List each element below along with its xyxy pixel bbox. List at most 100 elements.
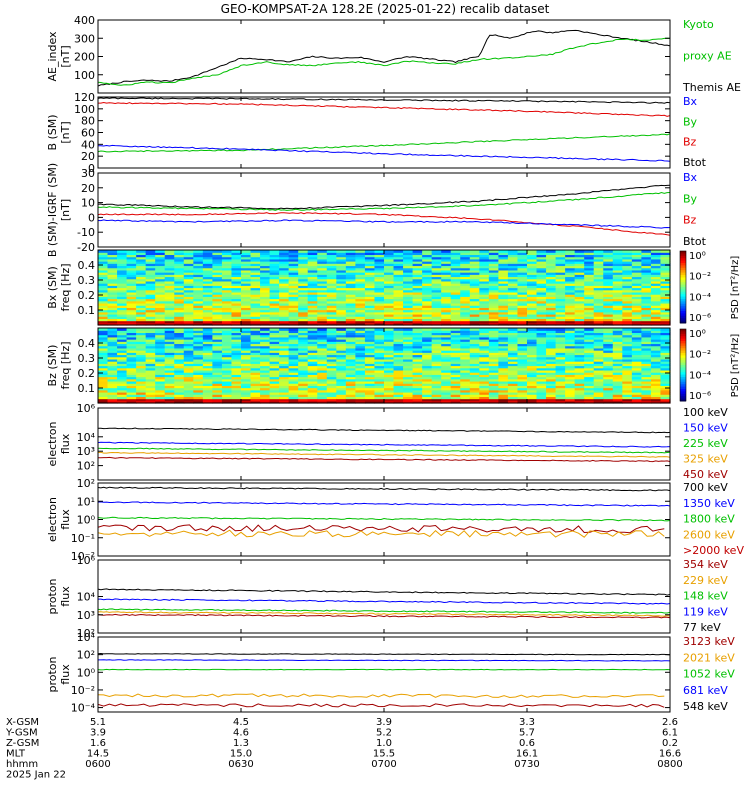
spectrogram-cell bbox=[117, 385, 128, 389]
spectrogram-cell bbox=[384, 263, 395, 267]
spectrogram-cell bbox=[393, 367, 404, 371]
spectrogram-cell bbox=[450, 372, 461, 375]
spectrogram-cell bbox=[641, 394, 652, 397]
spectrogram-cell bbox=[374, 365, 385, 369]
spectrogram-cell bbox=[488, 389, 499, 393]
spectrogram-cell bbox=[117, 267, 128, 271]
spectrogram-cell bbox=[288, 330, 299, 334]
spectrogram-cell bbox=[565, 283, 576, 286]
spectrogram-cell bbox=[288, 361, 299, 364]
spectrogram-cell bbox=[612, 261, 623, 264]
spectrogram-cell bbox=[450, 389, 461, 393]
spectrogram-cell bbox=[317, 343, 328, 347]
spectrogram-cell bbox=[612, 263, 623, 267]
spectrogram-cell bbox=[288, 380, 299, 384]
spectrogram-cell bbox=[612, 367, 623, 371]
spectrogram-cell bbox=[260, 389, 271, 393]
spectrogram-cell bbox=[269, 287, 280, 291]
spectrogram-cell bbox=[288, 347, 299, 351]
spectrogram-cell bbox=[164, 396, 175, 400]
spectrogram-cell bbox=[593, 300, 604, 304]
spectrogram-cell bbox=[231, 391, 242, 395]
spectrogram-cell bbox=[250, 265, 261, 269]
spectrogram-cell bbox=[221, 372, 233, 375]
spectrogram-cell bbox=[565, 318, 576, 322]
spectrogram-cell bbox=[527, 380, 538, 384]
spectrogram-cell bbox=[364, 316, 376, 319]
spectrogram-cell bbox=[536, 396, 547, 400]
spectrogram-cell bbox=[164, 328, 175, 331]
spectrogram-cell bbox=[98, 278, 109, 282]
spectrogram-cell bbox=[527, 391, 538, 395]
spectrogram-cell bbox=[326, 354, 337, 358]
spectrogram-cell bbox=[393, 296, 404, 300]
spectrogram-cell bbox=[307, 298, 318, 302]
spectrogram-cell bbox=[507, 398, 519, 402]
spectrogram-cell bbox=[403, 347, 414, 351]
spectrogram-cell bbox=[126, 283, 137, 286]
spectrogram-cell bbox=[355, 367, 366, 371]
spectrogram-cell bbox=[355, 320, 366, 324]
spectrogram-cell bbox=[631, 272, 642, 275]
spectrogram-cell bbox=[479, 252, 490, 256]
spectrogram-cell bbox=[345, 322, 356, 326]
spectrogram-cell bbox=[412, 258, 423, 262]
spectrogram-cell bbox=[660, 294, 671, 297]
spectrogram-cell bbox=[622, 318, 633, 322]
spectrogram-cell bbox=[231, 287, 242, 291]
spectrogram-cell bbox=[565, 276, 576, 280]
spectrogram-cell bbox=[374, 352, 385, 356]
spectrogram-cell bbox=[574, 394, 585, 397]
spectrogram-cell bbox=[565, 339, 576, 342]
spectrogram-cell bbox=[374, 322, 385, 326]
spectrogram-cell bbox=[403, 267, 414, 271]
spectrogram-cell bbox=[450, 383, 461, 386]
spectrogram-cell bbox=[279, 265, 290, 269]
spectrogram-cell bbox=[612, 380, 623, 384]
spectrogram-cell bbox=[641, 269, 652, 273]
spectrogram-cell bbox=[279, 296, 290, 300]
legend-entry: 354 keV bbox=[683, 558, 728, 571]
spectrogram-cell bbox=[546, 294, 557, 297]
spectrogram-cell bbox=[384, 296, 395, 300]
spectrogram-cell bbox=[507, 311, 519, 315]
spectrogram-cell bbox=[269, 376, 280, 380]
spectrogram-cell bbox=[164, 332, 175, 336]
spectrogram-cell bbox=[422, 283, 433, 286]
spectrogram-cell bbox=[250, 387, 261, 391]
spectrogram-cell bbox=[527, 287, 538, 291]
spectrogram-cell bbox=[269, 361, 280, 364]
spectrogram-cell bbox=[307, 274, 318, 278]
spectrogram-cell bbox=[260, 283, 271, 286]
spectrogram-cell bbox=[507, 387, 519, 391]
spectrogram-cell bbox=[403, 256, 414, 260]
spectrogram-cell bbox=[574, 318, 585, 322]
spectrogram-cell bbox=[441, 300, 452, 304]
spectrogram-cell bbox=[260, 387, 271, 391]
spectrogram-cell bbox=[565, 300, 576, 304]
spectrogram-cell bbox=[212, 378, 223, 382]
spectrogram-cell bbox=[107, 376, 118, 380]
spectrogram-cell bbox=[241, 278, 252, 282]
spectrogram-cell bbox=[517, 250, 528, 253]
spectrogram-cell bbox=[431, 339, 442, 342]
spectrogram-cell bbox=[469, 336, 480, 340]
spectrogram-cell bbox=[450, 313, 461, 317]
spectrogram-cell bbox=[231, 350, 242, 353]
spectrogram-cell bbox=[660, 322, 671, 326]
spectrogram-cell bbox=[460, 352, 471, 356]
spectrogram-cell bbox=[98, 400, 109, 404]
spectrogram-cell bbox=[126, 389, 137, 393]
spectrogram-cell bbox=[241, 261, 252, 264]
spectrogram-cell bbox=[393, 394, 404, 397]
spectrogram-cell bbox=[622, 339, 633, 342]
spectrogram-cell bbox=[631, 391, 642, 395]
ephemeris-value: 5.2 bbox=[376, 728, 392, 739]
spectrogram-cell bbox=[126, 263, 137, 267]
colorbar-segment bbox=[680, 338, 686, 342]
colorbar-segment bbox=[680, 355, 686, 359]
spectrogram-cell bbox=[650, 283, 662, 286]
ephemeris-value: 0730 bbox=[514, 759, 539, 770]
spectrogram-cell bbox=[279, 380, 290, 384]
spectrogram-cell bbox=[136, 376, 147, 380]
